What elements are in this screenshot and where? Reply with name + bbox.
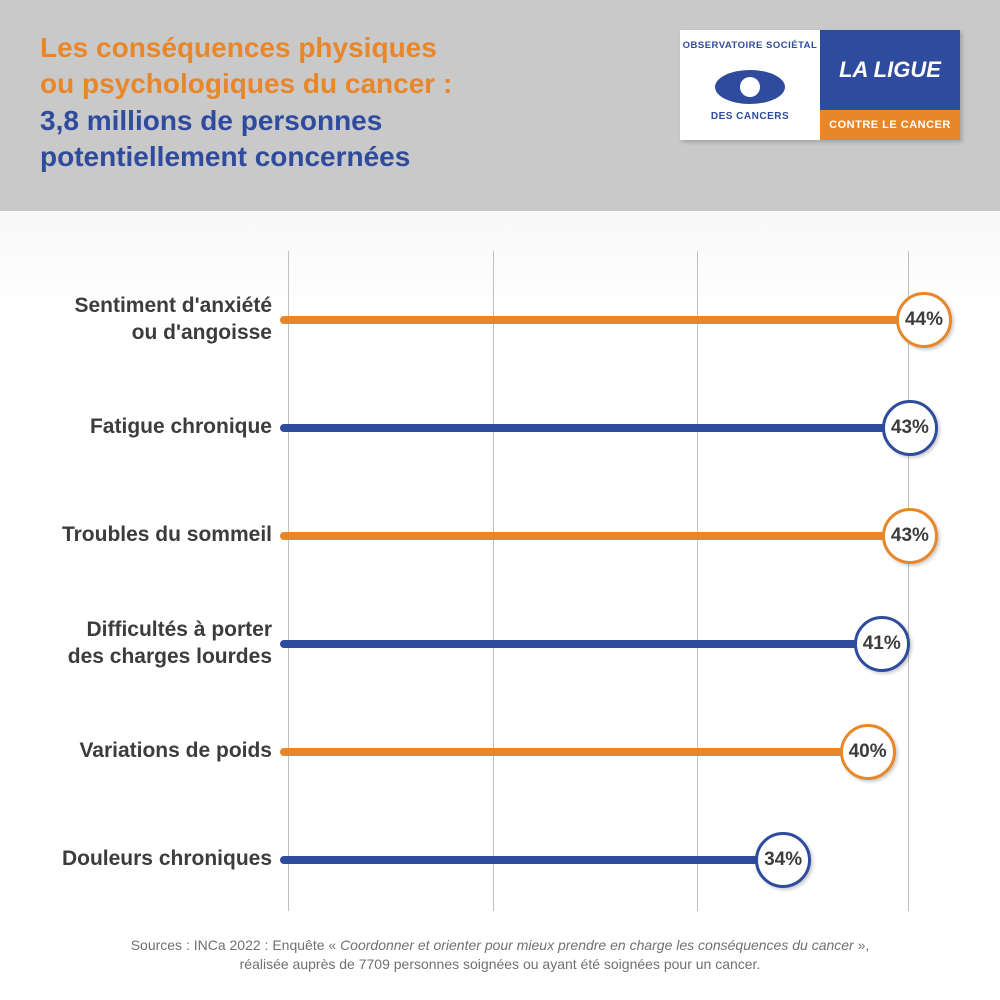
title-line-3: 3,8 millions de personnes bbox=[40, 103, 680, 139]
bar-wrap: 43% bbox=[280, 424, 950, 432]
bar bbox=[280, 856, 759, 864]
row-label: Troubles du sommeil bbox=[50, 522, 280, 548]
logo-ligue-bottom: CONTRE LE CANCER bbox=[820, 110, 960, 140]
bar bbox=[280, 640, 858, 648]
bar-wrap: 40% bbox=[280, 748, 950, 756]
logo-text-top: OBSERVATOIRE SOCIÉTAL bbox=[683, 40, 818, 51]
value-badge: 34% bbox=[755, 832, 811, 888]
value-badge: 41% bbox=[854, 616, 910, 672]
source-title: Coordonner et orienter pour mieux prendr… bbox=[340, 937, 854, 953]
eye-icon bbox=[715, 70, 785, 104]
chart-row: Variations de poids40% bbox=[50, 698, 950, 806]
row-label: Fatigue chronique bbox=[50, 414, 280, 440]
bar bbox=[280, 748, 844, 756]
chart-row: Troubles du sommeil43% bbox=[50, 482, 950, 590]
title-line-2: ou psychologiques du cancer : bbox=[40, 66, 680, 102]
row-label: Douleurs chroniques bbox=[50, 846, 280, 872]
title-line-1: Les conséquences physiques bbox=[40, 30, 680, 66]
value-badge: 40% bbox=[840, 724, 896, 780]
logo-ligue: LA LIGUE CONTRE LE CANCER bbox=[820, 30, 960, 140]
chart-row: Difficultés à porterdes charges lourdes4… bbox=[50, 590, 950, 698]
value-badge: 44% bbox=[896, 292, 952, 348]
logo-ligue-top: LA LIGUE bbox=[820, 30, 960, 110]
title-line-4: potentiellement concernées bbox=[40, 139, 680, 175]
bar-wrap: 34% bbox=[280, 856, 950, 864]
header: Les conséquences physiques ou psychologi… bbox=[0, 0, 1000, 211]
bar-wrap: 43% bbox=[280, 532, 950, 540]
logo-text-bottom: DES CANCERS bbox=[711, 111, 789, 122]
title-block: Les conséquences physiques ou psychologi… bbox=[40, 30, 680, 176]
source-line2: réalisée auprès de 7709 personnes soigné… bbox=[240, 956, 761, 972]
logo: OBSERVATOIRE SOCIÉTAL DES CANCERS LA LIG… bbox=[680, 30, 960, 140]
bar bbox=[280, 532, 886, 540]
source-footer: Sources : INCa 2022 : Enquête « Coordonn… bbox=[0, 936, 1000, 975]
bar bbox=[280, 424, 886, 432]
bar-wrap: 41% bbox=[280, 640, 950, 648]
chart-row: Fatigue chronique43% bbox=[50, 374, 950, 482]
logo-observatoire: OBSERVATOIRE SOCIÉTAL DES CANCERS bbox=[680, 30, 820, 140]
row-label: Sentiment d'anxiétéou d'angoisse bbox=[50, 293, 280, 346]
value-badge: 43% bbox=[882, 400, 938, 456]
chart-row: Sentiment d'anxiétéou d'angoisse44% bbox=[50, 266, 950, 374]
value-badge: 43% bbox=[882, 508, 938, 564]
chart-row: Douleurs chroniques34% bbox=[50, 806, 950, 914]
row-label: Variations de poids bbox=[50, 738, 280, 764]
chart-area: Sentiment d'anxiétéou d'angoisse44%Fatig… bbox=[0, 211, 1000, 934]
bar bbox=[280, 316, 900, 324]
row-label: Difficultés à porterdes charges lourdes bbox=[50, 617, 280, 670]
source-prefix: Sources : INCa 2022 : Enquête « bbox=[131, 937, 336, 953]
bar-wrap: 44% bbox=[280, 316, 950, 324]
source-suffix: », bbox=[858, 937, 870, 953]
